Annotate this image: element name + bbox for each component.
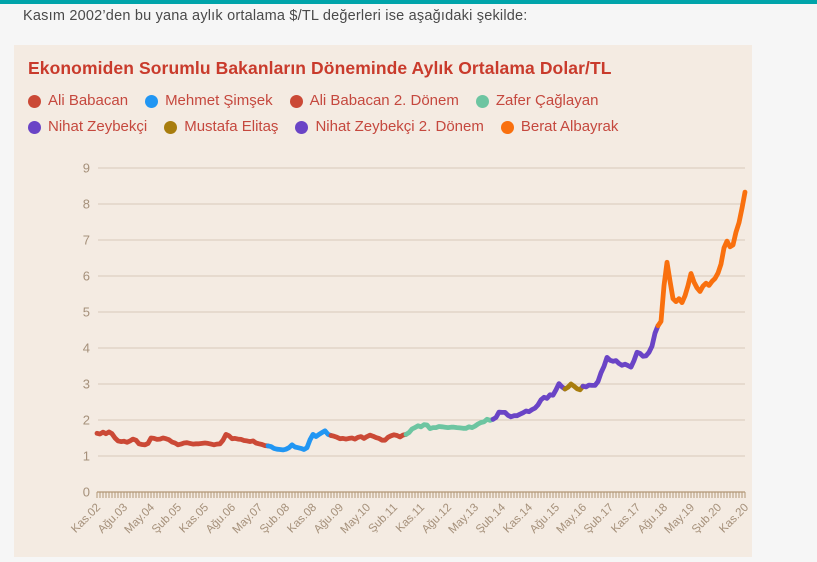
legend-item-nihat-zeybek-i: Nihat Zeybekçi bbox=[28, 114, 147, 140]
x-tick-label-May.10: May.10 bbox=[339, 502, 374, 537]
chart-card: Ekonomiden Sorumlu Bakanların Döneminde … bbox=[14, 45, 752, 557]
x-tick-label-Şub.05: Şub.05 bbox=[150, 502, 184, 536]
line-segment-berat-albayrak bbox=[655, 189, 748, 329]
y-tick-label-2: 2 bbox=[83, 413, 90, 428]
legend-item-mehmet-im-ek: Mehmet Şimşek bbox=[145, 88, 273, 114]
legend-item-zafer-a-layan: Zafer Çağlayan bbox=[475, 88, 599, 114]
y-tick-label-5: 5 bbox=[83, 305, 90, 320]
y-tick-label-6: 6 bbox=[83, 269, 90, 284]
legend-item-ali-babacan: Ali Babacan bbox=[28, 88, 128, 114]
line-segment-zafer-a-layan bbox=[403, 416, 496, 437]
legend-label: Ali Babacan 2. Dönem bbox=[309, 92, 459, 109]
x-tick-label-Şub.11: Şub.11 bbox=[366, 502, 400, 536]
x-tick-label-Şub.17: Şub.17 bbox=[582, 502, 616, 536]
legend-item-ali-babacan-2-d-nem: Ali Babacan 2. Dönem bbox=[289, 88, 459, 114]
legend-dot-zafer-a-layan bbox=[475, 94, 489, 108]
x-tick-label-May.13: May.13 bbox=[447, 502, 482, 537]
legend-label: Nihat Zeybekçi bbox=[48, 118, 148, 135]
legend-row-1: Ali Babacan Mehmet Şimşek Ali Babacan 2. D… bbox=[28, 88, 738, 114]
intro-text: Kasım 2002’den bu yana aylık ortalama $/… bbox=[23, 8, 528, 24]
legend-label: Berat Albayrak bbox=[520, 118, 619, 135]
x-tick-label-May.19: May.19 bbox=[663, 502, 698, 537]
line-segment-nihat-zeybek-i bbox=[490, 381, 568, 422]
y-tick-label-9: 9 bbox=[83, 161, 90, 176]
legend-label: Nihat Zeybekçi 2. Dönem bbox=[315, 118, 484, 135]
line-segment-ali-babacan bbox=[94, 429, 271, 449]
legend-dot-ali-babacan bbox=[28, 94, 41, 108]
legend-dot-ali-babacan-2-d-nem bbox=[289, 94, 303, 108]
legend-label: Mustafa Elitaş bbox=[184, 118, 279, 135]
legend-row-2: Nihat Zeybekçi Mustafa Elitaş Nihat Zeybek… bbox=[28, 114, 738, 140]
line-segment-mustafa-elita bbox=[562, 381, 586, 393]
x-tick-label-Şub.20: Şub.20 bbox=[690, 502, 724, 536]
top-accent-bar bbox=[0, 0, 817, 4]
legend-dot-nihat-zeybek-i bbox=[28, 120, 41, 134]
legend-dot-mehmet-im-ek bbox=[145, 94, 159, 108]
y-tick-label-1: 1 bbox=[83, 449, 90, 464]
legend-item-mustafa-elita: Mustafa Elitaş bbox=[164, 114, 278, 140]
plot-area: 0 1 2 3 4 5 6 7 8 9 Kas.02 Ağu.03 May.04 Şub.05 Kas.05… bbox=[14, 150, 752, 557]
line-segment-mehmet-im-ek bbox=[265, 428, 334, 453]
x-tick-label-Şub.08: Şub.08 bbox=[258, 502, 292, 536]
legend-label: Mehmet Şimşek bbox=[165, 92, 273, 109]
x-tick-label-May.16: May.16 bbox=[555, 502, 590, 537]
y-tick-label-7: 7 bbox=[83, 233, 90, 248]
legend-item-nihat-zeybek-i-2-d-nem: Nihat Zeybekçi 2. Dönem bbox=[295, 114, 484, 140]
legend-dot-mustafa-elita bbox=[164, 120, 178, 134]
legend-item-berat-albayrak: Berat Albayrak bbox=[500, 114, 619, 140]
legend-label: Ali Babacan bbox=[48, 92, 129, 109]
x-tick-label-Şub.14: Şub.14 bbox=[474, 501, 509, 536]
y-tick-label-3: 3 bbox=[83, 377, 90, 392]
chart-title: Ekonomiden Sorumlu Bakanların Döneminde … bbox=[28, 58, 612, 78]
line-segment-ali-babacan-2-d-nem bbox=[328, 432, 409, 443]
x-tick-label-May.07: May.07 bbox=[231, 502, 266, 537]
chart-legend: Ali Babacan Mehmet Şimşek Ali Babacan 2. D… bbox=[14, 86, 752, 140]
x-tick-label-Kas.20: Kas.20 bbox=[717, 502, 751, 536]
legend-dot-nihat-zeybek-i-2-d-nem bbox=[295, 120, 309, 134]
legend-label: Zafer Çağlayan bbox=[495, 92, 599, 109]
line-segment-nihat-zeybek-i-2-d-nem bbox=[580, 323, 661, 390]
y-tick-label-8: 8 bbox=[83, 197, 90, 212]
plot-svg: 0123456789Kas.02Ağu.03May.04Şub.05Kas.05… bbox=[69, 161, 751, 537]
legend-dot-berat-albayrak bbox=[500, 120, 514, 134]
y-tick-label-4: 4 bbox=[83, 341, 90, 356]
y-tick-label-0: 0 bbox=[83, 485, 90, 500]
